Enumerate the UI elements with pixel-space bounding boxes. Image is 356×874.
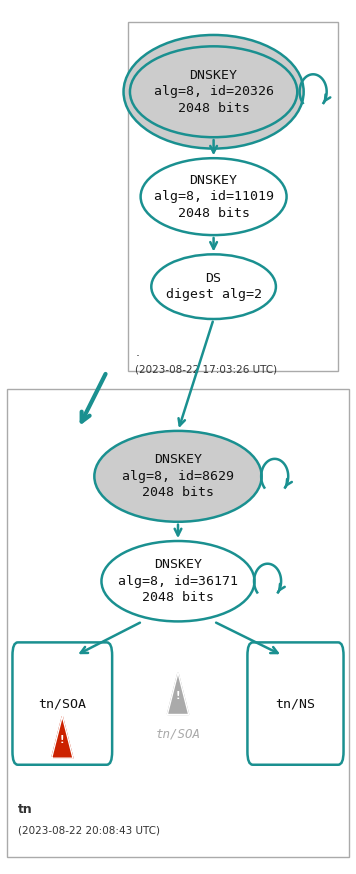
Text: !: ! (176, 691, 180, 701)
Ellipse shape (101, 541, 255, 621)
Text: DNSKEY
alg=8, id=11019
2048 bits: DNSKEY alg=8, id=11019 2048 bits (153, 174, 274, 219)
Text: tn/NS: tn/NS (276, 697, 315, 710)
Ellipse shape (151, 254, 276, 319)
FancyBboxPatch shape (12, 642, 112, 765)
Ellipse shape (130, 46, 297, 137)
Text: DNSKEY
alg=8, id=20326
2048 bits: DNSKEY alg=8, id=20326 2048 bits (153, 69, 274, 114)
Text: !: ! (60, 735, 64, 745)
FancyBboxPatch shape (247, 642, 344, 765)
Text: DNSKEY
alg=8, id=8629
2048 bits: DNSKEY alg=8, id=8629 2048 bits (122, 454, 234, 499)
Ellipse shape (124, 35, 304, 149)
Text: tn: tn (18, 803, 32, 815)
FancyBboxPatch shape (7, 389, 349, 857)
Text: DNSKEY
alg=8, id=36171
2048 bits: DNSKEY alg=8, id=36171 2048 bits (118, 558, 238, 604)
FancyBboxPatch shape (128, 22, 338, 371)
Ellipse shape (94, 431, 262, 522)
Text: (2023-08-22 20:08:43 UTC): (2023-08-22 20:08:43 UTC) (18, 826, 160, 836)
Text: (2023-08-22 17:03:26 UTC): (2023-08-22 17:03:26 UTC) (135, 364, 277, 374)
Text: DS
digest alg=2: DS digest alg=2 (166, 272, 262, 302)
Polygon shape (167, 673, 189, 715)
Text: tn/SOA: tn/SOA (156, 728, 200, 740)
Text: tn/SOA: tn/SOA (38, 697, 86, 710)
Ellipse shape (141, 158, 287, 235)
Text: .: . (135, 346, 139, 358)
Polygon shape (52, 717, 73, 758)
